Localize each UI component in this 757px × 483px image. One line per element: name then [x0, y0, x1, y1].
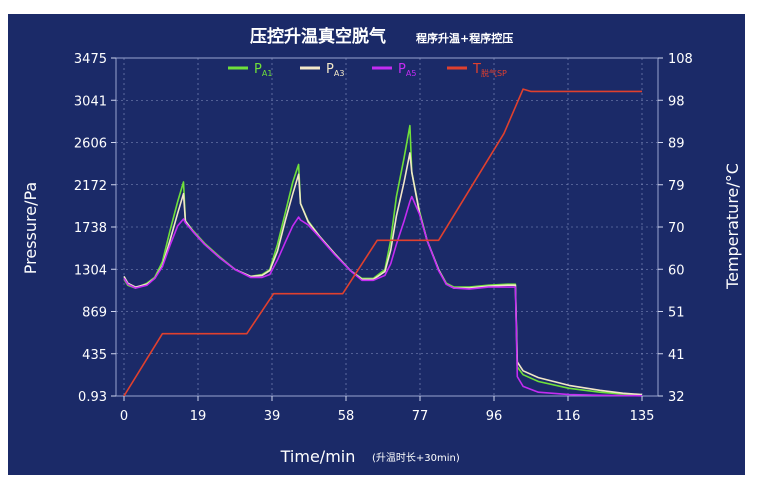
x-tick-label: 19	[190, 409, 207, 424]
x-axis-note: (升温时长+30min)	[372, 452, 460, 464]
x-axis-label: Time/min	[280, 447, 356, 466]
y-right-tick-label: 108	[668, 52, 693, 67]
y-left-tick-label: 869	[82, 306, 107, 321]
x-tick-label: 0	[120, 409, 128, 424]
y-left-tick-label: 2606	[74, 137, 107, 152]
legend-label-pa3: PA3	[326, 62, 344, 78]
legend: PA1 PA3 PA5 T脱气SP	[228, 62, 507, 78]
x-tick-label: 58	[338, 409, 355, 424]
y-axis-right-label: Temperature/°C	[723, 163, 742, 290]
x-tick-label: 135	[630, 409, 655, 424]
y-right-tick-label: 32	[668, 390, 685, 405]
y-right-tick-label: 79	[668, 179, 685, 194]
y-right-tick-label: 98	[668, 94, 685, 109]
y-axis-left-label: Pressure/Pa	[21, 182, 40, 274]
legend-label-pa1: PA1	[254, 62, 272, 78]
y-left-tick-label: 1738	[74, 221, 107, 236]
chart-subtitle: 程序升温+程序控压	[416, 31, 513, 45]
x-tick-label: 96	[486, 409, 503, 424]
x-tick-label: 77	[412, 409, 429, 424]
grid	[116, 58, 658, 396]
series-line-pa1	[123, 124, 643, 396]
y-left-tick-label: 3475	[74, 52, 107, 67]
y-right-tick-label: 41	[668, 348, 685, 363]
x-tick-label: 116	[556, 409, 581, 424]
series-layer	[123, 88, 643, 397]
series-line-pa3	[123, 152, 643, 396]
y-right-tick-label: 51	[668, 306, 685, 321]
y-left-tick-label: 2172	[74, 179, 107, 194]
series-line-t	[123, 88, 642, 397]
x-tick-label: 39	[264, 409, 281, 424]
y-right-tick-label: 89	[668, 137, 685, 152]
y-left-tick-label: 1304	[74, 263, 107, 278]
legend-label-t: T脱气SP	[472, 62, 507, 78]
ticks: 0 19 39 58 77 96 116 135 0.93 435 869 1304 1738 2172 2…	[74, 52, 693, 424]
series-line-pa5	[123, 195, 643, 397]
y-left-tick-label: 0.93	[78, 390, 107, 405]
y-right-tick-label: 60	[668, 263, 685, 278]
y-left-tick-label: 3041	[74, 94, 107, 109]
y-left-tick-label: 435	[82, 348, 107, 363]
chart-title: 压控升温真空脱气	[250, 26, 386, 47]
y-right-tick-label: 70	[668, 221, 685, 236]
legend-label-pa5: PA5	[398, 62, 416, 78]
